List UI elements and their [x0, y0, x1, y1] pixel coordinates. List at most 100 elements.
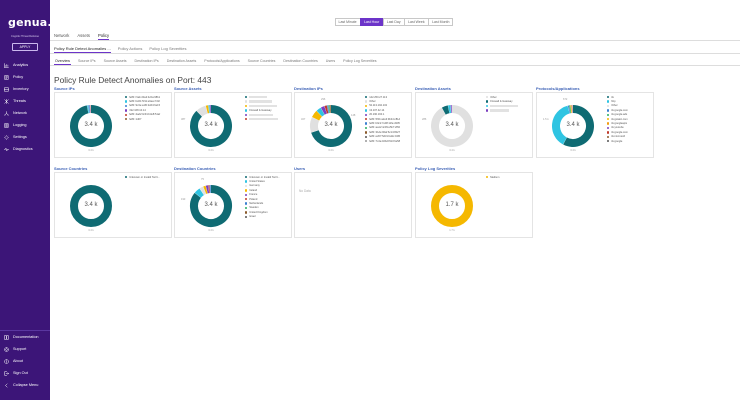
legend-item[interactable]: Germany: [245, 184, 280, 188]
donut-slice[interactable]: [563, 105, 594, 147]
donut-slice[interactable]: [196, 105, 208, 117]
time-last-month-button[interactable]: Last Month: [428, 18, 454, 26]
donut-chart[interactable]: [55, 93, 127, 159]
legend-item[interactable]: Unknown or Invalid Territ...: [245, 175, 280, 179]
legend-item[interactable]: fe80::e207:5d31:ba9c:04f6: [365, 135, 400, 139]
donut-chart[interactable]: [416, 93, 488, 159]
legend-item[interactable]: Medium: [486, 175, 499, 179]
time-last-minute-button[interactable]: Last Minute: [334, 18, 361, 26]
subtab-policy-rule-detect-anomalies[interactable]: Policy Rule Detect Anomalies ...: [54, 46, 111, 53]
donut-slice[interactable]: [70, 105, 112, 147]
legend-item[interactable]: fe80::f1ab:23ed:4c0a:98b1: [125, 95, 160, 99]
legend-item[interactable]: 13.107.42.14: [365, 108, 400, 112]
subtab-policy-log-severities[interactable]: Policy Log Severities: [149, 46, 187, 51]
sidebar-item-network[interactable]: Network: [4, 109, 48, 117]
donut-slice[interactable]: [441, 105, 450, 115]
legend-item[interactable]: fe80::1d07: [125, 117, 160, 121]
viewtab-destination-assets[interactable]: Destination Assets: [166, 59, 197, 63]
tab-assets[interactable]: Assets: [77, 33, 90, 38]
legend-item[interactable]: [245, 117, 279, 121]
viewtab-source-assets[interactable]: Source Assets: [103, 59, 127, 63]
viewtab-destination-countries[interactable]: Destination Countries: [283, 59, 318, 63]
legend-item[interactable]: fe80::aa12:4c09:e5b7:2f60: [365, 126, 400, 130]
legend-item[interactable]: fe80::b9c2:7e08:11fa:d305: [365, 121, 400, 125]
donut-slice[interactable]: [431, 185, 473, 227]
viewtab-source-ips[interactable]: Source IPs: [77, 59, 96, 63]
legend-item[interactable]: fe80::9c3e:a1f0:22d4:6e15: [125, 104, 160, 108]
subtab-policy-actions[interactable]: Policy Actions: [117, 46, 143, 51]
sidebar-item-inventory[interactable]: Inventory: [4, 85, 48, 93]
donut-slice[interactable]: [311, 105, 352, 147]
donut-slice[interactable]: [70, 185, 112, 227]
legend-item[interactable]: [486, 104, 519, 108]
sidebar-item-support[interactable]: Support: [4, 345, 48, 353]
sidebar-item-policy[interactable]: Policy: [4, 73, 48, 81]
legend-item[interactable]: Unknown or Invalid Territ...: [125, 175, 160, 179]
time-last-week-button[interactable]: Last Week: [404, 18, 429, 26]
legend-item[interactable]: France: [245, 193, 280, 197]
apply-button[interactable]: APPLY: [12, 43, 38, 51]
legend-item[interactable]: Israel: [245, 215, 280, 219]
sidebar-item-sign-out[interactable]: Sign Out: [4, 369, 48, 377]
sidebar-item-analytics[interactable]: Analytics: [4, 61, 48, 69]
legend-item[interactable]: tls:google.com: [607, 130, 628, 134]
legend-item[interactable]: tls:gstatic.com: [607, 117, 628, 121]
legend-item[interactable]: United Kingdom: [245, 210, 280, 214]
tab-network[interactable]: Network: [54, 33, 70, 38]
sidebar-item-threats[interactable]: Threats: [4, 97, 48, 105]
legend-item[interactable]: [245, 113, 278, 117]
sidebar-item-logging[interactable]: Logging: [4, 121, 48, 129]
donut-slice[interactable]: [431, 105, 473, 147]
tab-policy[interactable]: Policy: [97, 33, 110, 40]
legend-item[interactable]: tls:googleapis: [607, 121, 628, 125]
legend-item[interactable]: 192.168.10.14: [125, 108, 160, 112]
legend-item[interactable]: tls:google.com: [607, 108, 628, 112]
donut-slice[interactable]: [320, 106, 327, 115]
viewtab-policy-log-severities[interactable]: Policy Log Severities: [343, 59, 377, 63]
legend-item[interactable]: http: [607, 99, 628, 103]
time-last-hour-button[interactable]: Last Hour: [360, 18, 384, 26]
sidebar-item-about[interactable]: About: [4, 357, 48, 365]
legend-item[interactable]: fe80::4ad2:0c91:b3e8:51af: [125, 113, 160, 117]
legend-item[interactable]: [245, 95, 278, 99]
donut-slice[interactable]: [310, 117, 320, 133]
sidebar-item-diagnostics[interactable]: Diagnostics: [4, 145, 48, 153]
legend-item[interactable]: fe80::5f01:a2e3:9b44:c81d: [365, 117, 400, 121]
legend-item[interactable]: [486, 108, 518, 112]
sidebar-item-documentation[interactable]: Documentation: [4, 333, 48, 341]
viewtab-overview[interactable]: Overview: [54, 59, 71, 65]
donut-slice[interactable]: [203, 185, 208, 194]
legend-item[interactable]: Netherlands: [245, 201, 280, 205]
legend-item[interactable]: tls:google.ads: [607, 113, 628, 117]
legend-item[interactable]: tls:youtube: [607, 126, 628, 130]
legend-item[interactable]: United States: [245, 179, 280, 183]
viewtab-users[interactable]: Users: [325, 59, 336, 63]
donut-slice[interactable]: [194, 188, 204, 198]
donut-chart[interactable]: [416, 173, 488, 239]
legend-item[interactable]: Firewall & Gateway: [245, 108, 278, 112]
legend-item[interactable]: fe80::b2d1:5f11:e0aa:7c02: [125, 99, 160, 103]
legend-item[interactable]: 52.113.194.132: [365, 104, 400, 108]
sidebar-item-collapse-menu[interactable]: Collapse Menu: [4, 381, 48, 389]
donut-slice[interactable]: [190, 185, 232, 227]
legend-item[interactable]: [245, 104, 278, 108]
viewtab-source-countries[interactable]: Source Countries: [247, 59, 276, 63]
legend-item[interactable]: Other: [607, 104, 628, 108]
legend-item[interactable]: Poland: [245, 197, 280, 201]
donut-slice[interactable]: [190, 105, 232, 147]
legend-item[interactable]: Firewall & Gateway: [486, 99, 518, 103]
sidebar-item-settings[interactable]: Settings: [4, 133, 48, 141]
legend-item[interactable]: [245, 99, 278, 103]
legend-item[interactable]: Other: [365, 99, 400, 103]
donut-chart[interactable]: [55, 173, 127, 239]
donut-slice[interactable]: [199, 186, 207, 196]
legend-item[interactable]: Ireland: [245, 188, 280, 192]
donut-chart[interactable]: [295, 93, 367, 159]
donut-chart[interactable]: [175, 173, 247, 239]
legend-item[interactable]: 20.190.160.1: [365, 113, 400, 117]
viewtab-destination-ips[interactable]: Destination IPs: [134, 59, 159, 63]
donut-chart[interactable]: [175, 93, 247, 159]
legend-item[interactable]: fe80::7c4a:02bd:f913:6e58: [365, 139, 400, 143]
legend-item[interactable]: Other: [486, 95, 518, 99]
legend-item[interactable]: 142.250.27.113: [365, 95, 400, 99]
